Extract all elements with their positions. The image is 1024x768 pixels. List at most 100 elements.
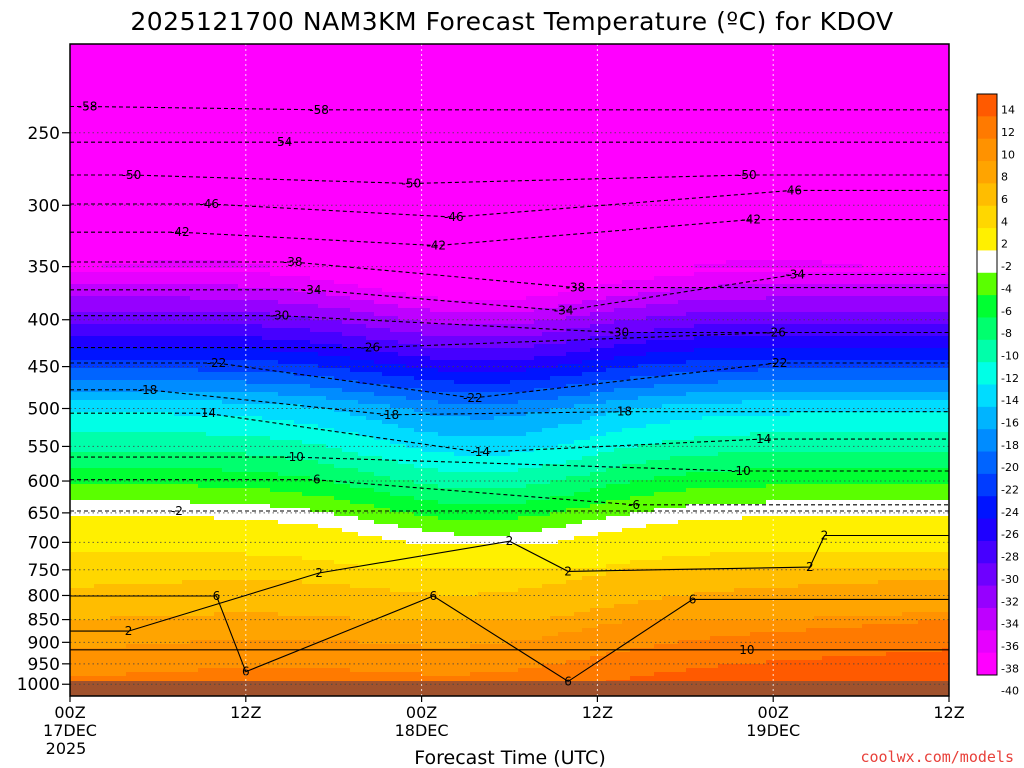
contour-label: -22 (207, 356, 227, 370)
contour-label: -22 (463, 391, 483, 405)
colorbar-label: 2 (1001, 238, 1008, 251)
contour-line (70, 189, 949, 218)
colorbar-label: -24 (1001, 506, 1019, 519)
colorbar-swatch (977, 406, 997, 430)
contour-line (70, 174, 949, 185)
contour-label: -26 (361, 341, 381, 355)
x-tick-date-label: 19DEC (746, 721, 800, 740)
colorbar-swatch (977, 339, 997, 363)
contour-label: -10 (284, 450, 304, 464)
contour-label: -14 (752, 432, 772, 446)
colorbar-label: 14 (1001, 104, 1015, 117)
contour-label: 2 (821, 528, 829, 542)
colorbar-swatch (977, 295, 997, 318)
ground-strip (70, 681, 949, 696)
contour-label: -46 (199, 197, 219, 211)
x-axis-label: Forecast Time (UTC) (414, 747, 605, 768)
contour-label: -42 (426, 239, 446, 253)
contour-label: 6 (564, 674, 572, 688)
contour-label: -18 (138, 383, 158, 397)
y-tick-label: 950 (28, 655, 60, 675)
plot-frame (69, 43, 950, 697)
colorbar-label: 12 (1001, 126, 1015, 139)
contour-line (70, 456, 949, 472)
contour-label: -42 (741, 213, 761, 227)
contour-label: 10 (739, 643, 754, 657)
contour-line (70, 412, 949, 453)
y-tick-label: 250 (28, 124, 60, 144)
x-tick-label: 12Z (933, 703, 964, 722)
y-tick-label: 650 (28, 504, 60, 524)
contour-label: -34 (302, 283, 322, 297)
y-tick-label: 900 (28, 633, 60, 653)
contour-lines (70, 105, 949, 683)
y-tick-label: 550 (28, 437, 60, 457)
contour-label: 2 (125, 624, 133, 638)
y-tick-label: 700 (28, 533, 60, 553)
y-axis: 2503003504004505005506006507007508008509… (17, 124, 70, 695)
y-tick-label: 600 (28, 472, 60, 492)
contour-label: -34 (785, 267, 805, 281)
colorbar-frame (976, 93, 998, 676)
contour-line (70, 595, 949, 683)
colorbar-label: -26 (1001, 528, 1019, 541)
contour-line (70, 389, 949, 416)
contour-label: -30 (270, 309, 290, 323)
y-tick-label: 400 (28, 311, 60, 331)
contour-label: 6 (213, 589, 221, 603)
colorbar-swatch (977, 116, 997, 140)
contour-label: -50 (402, 176, 422, 190)
colorbar-label: -8 (1001, 327, 1012, 340)
contour-line (70, 261, 949, 289)
contour-label: -50 (737, 168, 757, 182)
contour-label: -38 (566, 281, 586, 295)
colorbar-label: -30 (1001, 573, 1019, 586)
x-tick-label: 00Z (54, 703, 85, 722)
y-tick-label: 500 (28, 400, 60, 420)
contour-label: -30 (610, 325, 630, 339)
x-tick-label: 00Z (406, 703, 437, 722)
y-tick-label: 1000 (17, 675, 60, 695)
temperature-field (70, 44, 949, 696)
colorbar-swatch (977, 138, 997, 162)
colorbar-label: -12 (1001, 372, 1019, 385)
colorbar-swatch (977, 384, 997, 408)
x-tick-label: 12Z (230, 703, 261, 722)
contour-label: -22 (768, 356, 788, 370)
contour-label: -2 (171, 504, 183, 518)
contour-label: -14 (196, 406, 216, 420)
colorbar-swatch (977, 607, 997, 631)
contour-line (70, 479, 949, 506)
colorbar-swatch (977, 94, 997, 117)
colorbar-label: -40 (1001, 685, 1019, 698)
contour-label: 6 (429, 589, 437, 603)
y-tick-label: 750 (28, 561, 60, 581)
colorbar-swatch (977, 272, 997, 296)
x-tick-year-label: 2025 (46, 739, 87, 758)
colorbar-label: -6 (1001, 305, 1012, 318)
colorbar-label: 4 (1001, 215, 1008, 228)
colorbar-label: -22 (1001, 484, 1019, 497)
colorbar-label: -18 (1001, 439, 1019, 452)
y-tick-label: 800 (28, 586, 60, 606)
x-tick-date-label: 18DEC (395, 721, 449, 740)
colorbar-label: -4 (1001, 282, 1012, 295)
colorbar-swatch (977, 451, 997, 475)
y-tick-label: 850 (28, 611, 60, 631)
colorbar-swatch (977, 228, 997, 251)
credit-text: coolwx.com/models (860, 748, 1014, 766)
colorbar-swatch (977, 630, 997, 654)
colorbar-swatch (977, 183, 997, 207)
contour-label: -50 (122, 168, 142, 182)
colorbar-label: -2 (1001, 260, 1012, 273)
x-tick-date-label: 17DEC (43, 721, 97, 740)
colorbar-swatch (977, 496, 997, 520)
colorbar: 14 12 10 8 6 4 2 -2 -4 -6 -8 -10 -12 -14 -16 -18 -20 -22 -… (976, 93, 1019, 698)
colorbar-label: -38 (1001, 662, 1019, 675)
colorbar-label: -20 (1001, 461, 1019, 474)
colorbar-swatch (977, 362, 997, 385)
contour-label: 6 (689, 592, 697, 606)
contour-label: -42 (170, 225, 190, 239)
colorbar-label: -10 (1001, 349, 1019, 362)
